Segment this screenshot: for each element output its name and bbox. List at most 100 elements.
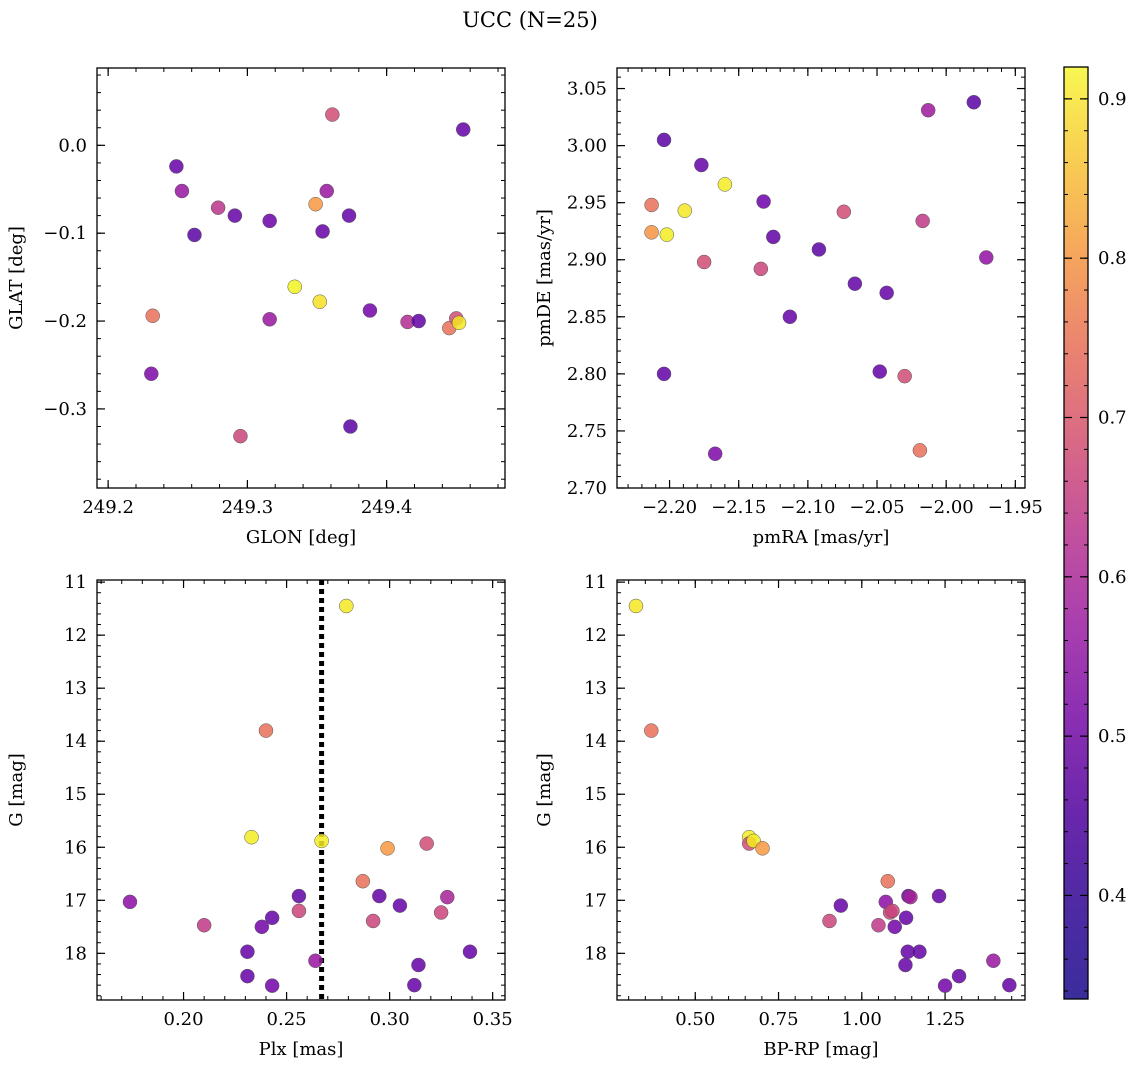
data-point bbox=[254, 919, 270, 935]
data-point bbox=[362, 303, 378, 318]
data-point bbox=[756, 194, 771, 209]
data-point bbox=[979, 250, 994, 265]
data-point bbox=[836, 204, 852, 220]
data-point bbox=[986, 953, 1001, 969]
data-point bbox=[308, 196, 323, 212]
data-point bbox=[411, 957, 426, 973]
y-tick-label: 0.0 bbox=[58, 135, 87, 156]
data-point bbox=[455, 122, 471, 137]
x-tick-label: 249.3 bbox=[222, 497, 274, 518]
data-point bbox=[380, 841, 395, 856]
data-point bbox=[433, 905, 449, 920]
y-axis-label: G [mag] bbox=[534, 753, 555, 826]
y-tick-label: −0.1 bbox=[43, 223, 87, 244]
data-point bbox=[240, 968, 255, 984]
panel-plx-g: 0.20 0.25 0.30 0.35 11 12 13 14 15 16 17 18 Plx [mas… bbox=[6, 572, 513, 1060]
data-point bbox=[196, 917, 212, 933]
data-point bbox=[898, 957, 913, 973]
data-point bbox=[341, 208, 357, 223]
colorbar: 0.4 0.5 0.6 0.7 0.8 0.9 bbox=[1063, 66, 1127, 1000]
y-tick-label: 2.80 bbox=[567, 364, 607, 385]
data-point bbox=[392, 898, 408, 913]
data-point bbox=[659, 227, 675, 242]
x-tick-label: 0.30 bbox=[370, 1009, 410, 1030]
data-point bbox=[262, 213, 277, 229]
data-point bbox=[931, 888, 947, 904]
y-tick-label: 16 bbox=[64, 837, 87, 858]
data-point bbox=[174, 183, 190, 199]
data-point bbox=[644, 225, 659, 240]
data-point bbox=[707, 446, 723, 462]
data-point bbox=[912, 443, 928, 458]
data-point bbox=[462, 944, 478, 959]
figure-title: UCC (N=25) bbox=[462, 8, 598, 32]
panel-pmra-pmde: −2.20 −2.15 −2.10 −2.05 −2.00 −1.95 2.70 2.75 2.… bbox=[534, 67, 1043, 548]
data-point bbox=[880, 873, 896, 889]
data-point bbox=[451, 315, 467, 331]
colorbar-tick-label: 0.6 bbox=[1098, 567, 1127, 588]
panel-glon-glat: 249.2 249.3 249.4 0.0 −0.1 −0.2 −0.3 GLON [deg]… bbox=[6, 67, 506, 548]
data-point bbox=[287, 279, 302, 295]
data-point bbox=[169, 159, 184, 174]
data-point bbox=[879, 285, 894, 301]
data-point bbox=[717, 177, 733, 192]
y-tick-label: 2.70 bbox=[567, 478, 607, 499]
data-point bbox=[811, 242, 827, 257]
data-point bbox=[912, 944, 927, 959]
y-tick-label: 18 bbox=[64, 943, 87, 964]
data-point bbox=[291, 903, 307, 919]
data-point bbox=[644, 723, 659, 738]
data-point bbox=[315, 224, 330, 239]
data-point bbox=[755, 841, 770, 856]
y-axis-label: G [mag] bbox=[6, 753, 27, 826]
colorbar-tick-label: 0.9 bbox=[1098, 89, 1127, 110]
data-point bbox=[264, 910, 280, 926]
plot-frame bbox=[616, 579, 1026, 1001]
data-point bbox=[240, 944, 255, 959]
data-point bbox=[262, 312, 277, 327]
data-point bbox=[903, 889, 918, 905]
data-point bbox=[407, 977, 422, 993]
data-point bbox=[319, 183, 335, 199]
y-tick-label: −0.3 bbox=[43, 399, 87, 420]
colorbar-tick-label: 0.8 bbox=[1098, 248, 1127, 269]
x-tick-label: 1.00 bbox=[842, 1009, 882, 1030]
data-point bbox=[264, 978, 280, 993]
x-tick-label: 0.75 bbox=[758, 1009, 798, 1030]
x-tick-label: 0.35 bbox=[473, 1009, 513, 1030]
data-point bbox=[872, 364, 888, 379]
y-tick-label: 17 bbox=[64, 890, 87, 911]
x-axis-label: Plx [mas] bbox=[259, 1039, 344, 1060]
y-tick-label: 2.75 bbox=[567, 421, 607, 442]
y-tick-label: 13 bbox=[584, 678, 607, 699]
data-point bbox=[343, 419, 358, 434]
data-point bbox=[210, 200, 226, 215]
data-point bbox=[440, 889, 455, 905]
y-tick-label: 13 bbox=[64, 678, 87, 699]
data-point bbox=[677, 203, 693, 218]
x-tick-label: −1.95 bbox=[988, 497, 1043, 518]
data-point bbox=[920, 102, 936, 118]
x-tick-label: 0.50 bbox=[675, 1009, 715, 1030]
data-point bbox=[365, 913, 381, 929]
x-tick-label: 0.25 bbox=[267, 1009, 307, 1030]
data-point bbox=[314, 833, 329, 849]
data-point bbox=[951, 968, 967, 984]
points-layer bbox=[628, 598, 1017, 993]
x-axis-label: BP-RP [mag] bbox=[763, 1039, 878, 1060]
data-point bbox=[897, 368, 912, 384]
y-axis-label: GLAT [deg] bbox=[6, 226, 27, 330]
data-point bbox=[372, 888, 387, 904]
x-tick-label: 249.2 bbox=[82, 497, 134, 518]
data-point bbox=[898, 910, 914, 926]
points-layer bbox=[122, 580, 478, 1000]
y-tick-label: 18 bbox=[584, 943, 607, 964]
data-point bbox=[144, 366, 159, 382]
data-point bbox=[885, 903, 900, 919]
y-tick-label: 11 bbox=[584, 572, 607, 593]
data-point bbox=[833, 898, 849, 913]
plot-frame bbox=[96, 67, 506, 489]
data-point bbox=[187, 227, 202, 243]
data-point bbox=[656, 366, 672, 382]
